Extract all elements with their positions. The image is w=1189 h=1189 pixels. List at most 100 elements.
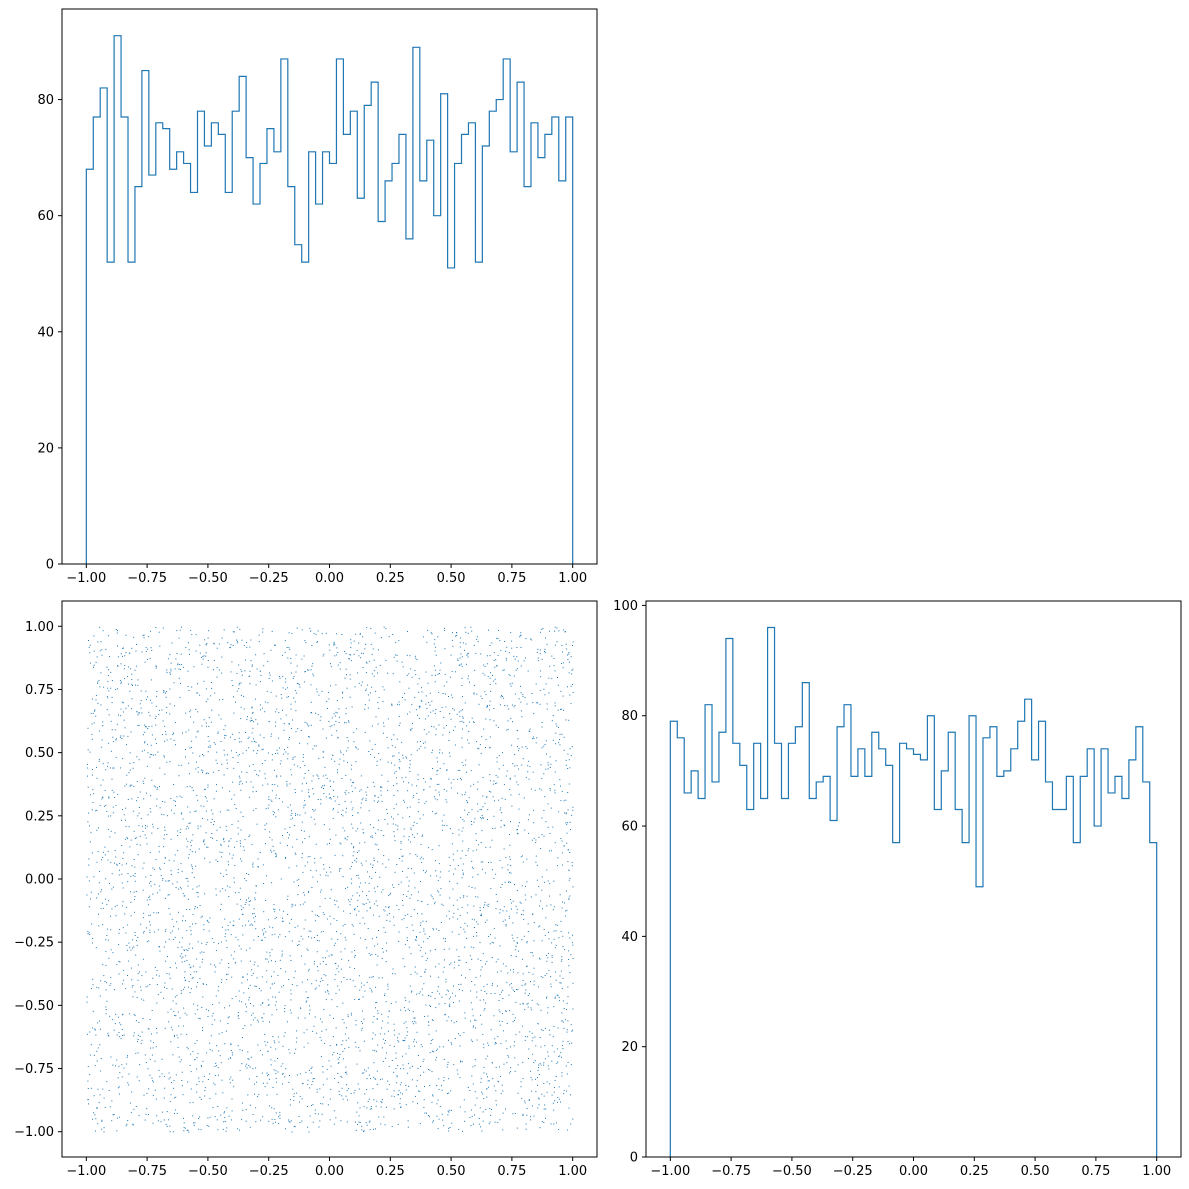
scatter-point [416,822,418,824]
scatter-point [446,681,448,683]
scatter-point [370,692,371,694]
scatter-point [219,890,221,892]
scatter-point [140,818,142,819]
scatter-point [512,989,514,991]
scatter-point [337,664,339,666]
scatter-point [121,1029,123,1030]
scatter-point [501,695,502,697]
scatter-point [354,909,356,911]
scatter-point [387,1016,389,1018]
scatter-point [249,924,251,926]
scatter-point [508,1056,510,1058]
scatter-point [137,815,139,817]
scatter-point [325,957,326,959]
scatter-point [93,635,95,637]
scatter-point [551,1060,553,1062]
scatter-point [353,640,355,642]
scatter-point [481,736,483,738]
scatter-point [169,1076,171,1078]
scatter-point [271,960,272,962]
scatter-point [410,841,411,843]
scatter-point [375,690,377,692]
scatter-point [371,686,373,688]
scatter-point [192,923,193,925]
scatter-point [193,666,195,668]
scatter-point [181,961,183,963]
scatter-point [554,626,556,628]
scatter-point [211,938,213,940]
top-hist-y-tick-label: 0 [46,558,54,573]
scatter-point [556,865,558,867]
scatter-point [239,682,241,684]
scatter-point [307,949,309,951]
scatter-point [425,968,427,970]
scatter-point [254,1093,255,1095]
scatter-point [411,676,413,678]
scatter-point [333,713,335,715]
scatter-point [406,876,408,878]
scatter-point [450,1090,452,1092]
scatter-point [191,787,193,789]
scatter-point [289,648,291,650]
scatter-point [140,989,142,991]
scatter-point [466,725,468,727]
scatter-point [486,904,488,906]
scatter-point [155,786,157,788]
scatter-point [234,865,236,866]
scatter-point [401,855,403,857]
scatter-point [238,990,240,992]
scatter-point [102,779,104,781]
scatter-point [226,973,227,975]
scatter-point [398,701,400,703]
scatter-point [99,804,101,806]
scatter-point [248,736,250,738]
scatter-point [234,804,236,805]
scatter-point [238,775,240,777]
scatter-point [111,888,113,890]
scatter-point [348,658,350,660]
scatter-point [227,642,229,644]
scatter-point [522,1002,524,1004]
scatter-point [238,664,240,666]
scatter-point [226,1107,228,1109]
scatter-point [462,840,464,842]
scatter-point [273,1040,275,1042]
scatter-point [368,1074,370,1076]
scatter-point [505,924,507,925]
scatter-point [268,804,270,806]
scatter-point [391,1126,393,1127]
scatter-point [567,809,569,811]
scatter-point [491,839,493,841]
scatter-point [156,984,158,985]
scatter-point [215,950,217,951]
scatter-point [220,941,222,943]
scatter-point [443,966,445,968]
scatter-point [298,1116,300,1117]
scatter-point [240,948,242,950]
scatter-point [500,970,502,972]
scatter-point [462,872,464,874]
scatter-point [557,1027,559,1029]
scatter-point [436,928,438,930]
scatter-point [540,900,542,902]
scatter-point [435,709,437,710]
scatter-point [545,954,547,956]
scatter-point [88,906,90,908]
scatter-point [182,818,184,820]
scatter-point [301,853,303,855]
scatter-point [429,1116,430,1118]
scatter-point [516,730,518,732]
scatter-point [344,722,345,724]
scatter-point [111,873,113,875]
scatter-point [420,1066,422,1067]
scatter-point [278,1123,280,1124]
scatter-point [345,1071,347,1073]
scatter-point [304,919,306,921]
scatter-point [128,666,130,668]
scatter-point [513,1045,515,1047]
scatter-point [565,822,567,824]
scatter-point [279,1117,281,1119]
scatter-point [117,793,119,795]
scatter-point [489,1121,491,1123]
scatter-point [169,913,171,915]
